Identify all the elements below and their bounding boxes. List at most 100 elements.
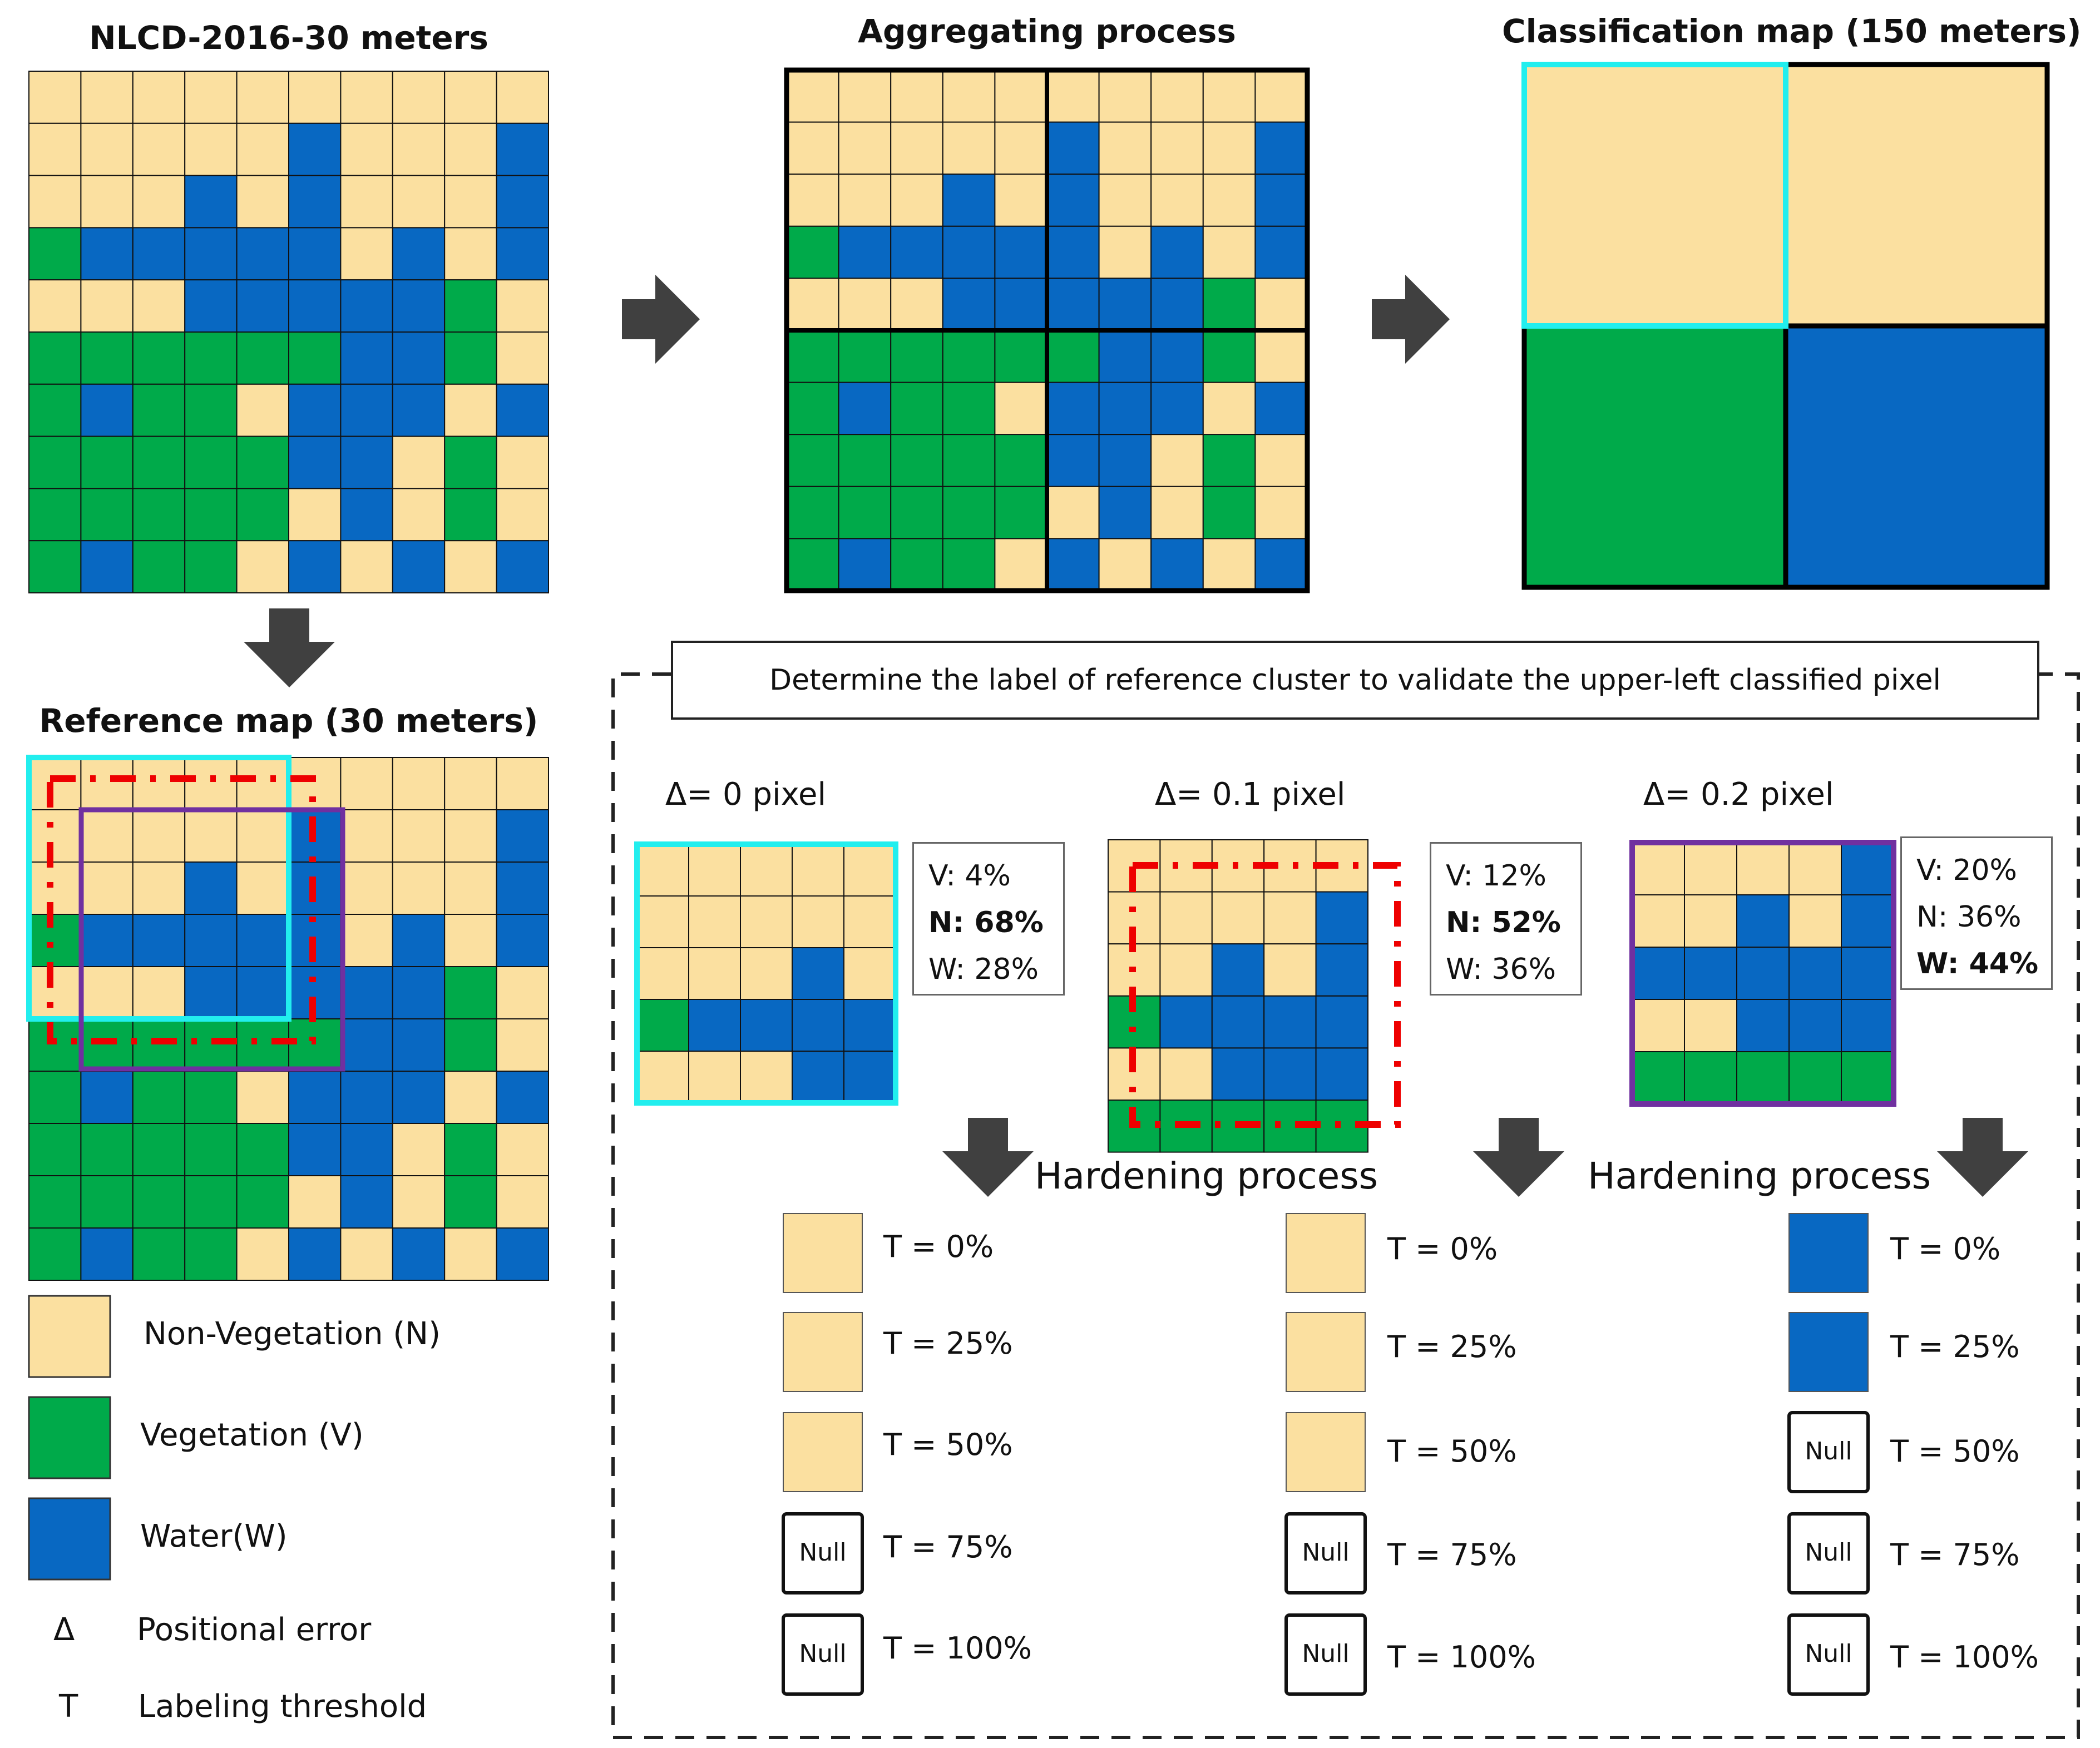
grid-cell-water [1150,538,1204,592]
grid-cell-non_vegetation [1263,891,1317,945]
grid-cell-vegetation [28,1175,82,1229]
grid-cell-non_vegetation [132,809,186,863]
grid-cell-vegetation [28,488,82,542]
grid-layer [28,62,2050,1281]
stat-water: W: 44% [1916,947,2039,981]
grid-cell-vegetation [236,1175,290,1229]
case-0-window-frame [634,841,898,1106]
grid-cell-water [942,225,996,279]
grid-cell-water [496,861,549,915]
grid-cell-non_vegetation [496,757,549,810]
arrow-layer [244,275,2028,1197]
grid-cell-water [392,1227,446,1281]
grid-cell-vegetation [942,382,996,435]
grid-cell-non_vegetation [496,279,549,333]
grid-cell-water [1046,538,1100,592]
grid-cell-vegetation [132,383,186,437]
grid-cell-non_vegetation [890,121,943,175]
grid-cell-water [1098,382,1152,435]
grid-cell-water [838,225,892,279]
grid-cell-water [392,331,446,385]
grid-cell-water [340,488,393,542]
grid-cell-vegetation [890,434,943,487]
result-swatch-water [1788,1213,1869,1293]
reference-map-title: Reference map (30 meters) [39,702,538,740]
result-swatch-non_vegetation [783,1412,863,1492]
grid-cell-vegetation [786,225,839,279]
grid-cell-water [1841,842,1894,895]
grid-cell-non_vegetation [792,844,844,897]
grid-cell-water [1736,947,1790,1000]
grid-cell-non_vegetation [184,757,238,810]
grid-cell-non_vegetation [786,70,839,123]
grid-cell-vegetation [132,1227,186,1281]
threshold-label: T = 75% [1387,1537,1517,1572]
null-result-label: Null [799,1640,846,1668]
grid-cell-water [184,175,238,229]
grid-cell-non_vegetation [1632,894,1685,948]
grid-cell-water [942,174,996,227]
grid-cell-non_vegetation [1159,1047,1213,1101]
grid-cell-non_vegetation [1254,278,1308,331]
grid-cell-non_vegetation [288,1175,342,1229]
grid-cell-non_vegetation [740,844,793,897]
grid-cell-vegetation [288,331,342,385]
grid-cell-non_vegetation [392,435,446,489]
result-swatch-non_vegetation [783,1213,863,1293]
null-result-box [1787,1613,1870,1696]
grid-cell-non_vegetation [28,966,82,1019]
grid-cell-water [340,383,393,437]
grid-cell-non_vegetation [1159,943,1213,997]
grid-cell-non_vegetation [236,757,290,810]
grid-cell-water [340,1123,393,1176]
grid-cell-non_vegetation [1788,894,1842,948]
classified-pixel-non_vegetation [1783,62,2050,329]
case-1-window-frame [1129,862,1401,1128]
grid-cell-water [496,914,549,967]
grid-cell-non_vegetation [80,175,134,229]
grid-cell-non_vegetation [28,71,82,124]
grid-cell-vegetation [1788,1051,1842,1105]
stat-vegetation: V: 4% [928,859,1011,893]
legend-label-water: Water(W) [140,1518,288,1554]
grid-cell-non_vegetation [236,809,290,863]
grid-cell-non_vegetation [496,71,549,124]
grid-cell-non_vegetation [340,914,393,967]
grid-cell-water [1315,995,1369,1049]
grid-cell-vegetation [28,435,82,489]
grid-cell-non_vegetation [340,175,393,229]
grid-cell-vegetation [236,1123,290,1176]
grid-cell-non_vegetation [890,278,943,331]
grid-cell-vegetation [942,486,996,539]
grid-cell-non_vegetation [1254,434,1308,487]
grid-cell-water [132,227,186,281]
grid-cell-water [80,1071,134,1124]
grid-cell-non_vegetation [80,861,134,915]
grid-cell-water [184,914,238,967]
grid-cell-non_vegetation [1046,70,1100,123]
grid-cell-water [496,1071,549,1124]
null-result-box [782,1512,864,1595]
arrow-down-icon [244,608,335,687]
threshold-label: T = 50% [1890,1434,2020,1469]
grid-cell-non_vegetation [1098,538,1152,592]
grid-cell-non_vegetation [496,488,549,542]
grid-cell-water [288,1227,342,1281]
grid-cell-non_vegetation [1202,121,1256,175]
grid-cell-water [1098,330,1152,383]
grid-cell-non_vegetation [236,71,290,124]
null-result-box [1284,1512,1367,1595]
frame-layer [26,62,2080,1739]
grid-cell-vegetation [444,435,497,489]
classification-map-title: Classification map (150 meters) [1502,12,2082,50]
grid-cell-non_vegetation [392,175,446,229]
grid-cell-vegetation [288,1018,342,1072]
grid-cell-vegetation [786,382,839,435]
grid-cell-water [132,914,186,967]
grid-cell-vegetation [132,331,186,385]
nlcd-map-grid [28,71,549,594]
grid-cell-water [1841,947,1894,1000]
grid-cell-non_vegetation [28,809,82,863]
grid-cell-vegetation [444,1175,497,1229]
grid-cell-water [496,227,549,281]
